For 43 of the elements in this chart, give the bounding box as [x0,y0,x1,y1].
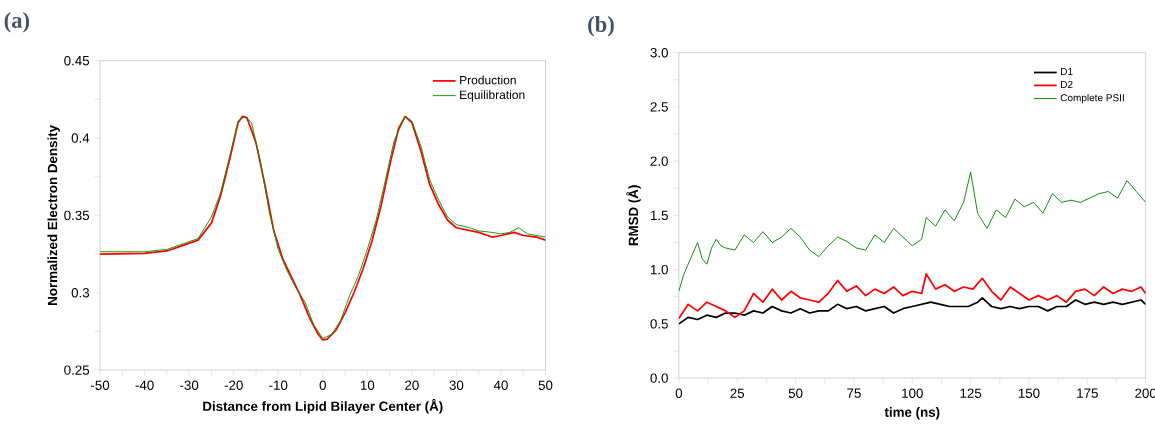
y-tick-label: 2.0 [650,156,668,166]
x-tick-label: 125 [960,388,982,398]
x-axis-title: Distance from Lipid Bilayer Center (Å) [203,399,443,414]
x-tick-label: 50 [788,388,803,398]
x-tick-label: 0 [675,388,683,398]
x-tick-label: 100 [902,388,923,398]
x-tick-label: 50 [538,380,553,390]
y-tick-label: 1.0 [650,264,668,275]
legend-label: D1 [1061,68,1073,75]
x-tick-label: 75 [847,388,861,398]
x-tick-label: -30 [180,380,199,390]
x-axis-title: time (ns) [884,407,940,420]
line-series [678,273,1146,320]
x-tick-label: 25 [730,388,745,398]
x-tick-label: 175 [1077,388,1098,398]
x-tick-label: -40 [135,380,154,390]
y-tick-label: 2.5 [650,102,668,112]
y-tick-label: 0.3 [71,287,90,298]
y-tick-label: 0.0 [650,373,668,383]
x-tick-label: 0 [319,380,326,390]
x-tick-label: -50 [90,380,110,390]
legend-label: Complete PSII [1060,93,1124,104]
x-tick-label: 30 [449,380,464,390]
y-tick-label: 0.45 [64,55,90,66]
y-tick-label: 1.5 [650,210,668,220]
y-tick-label: 0.25 [64,365,90,375]
chart-title: (b) [588,15,614,37]
y-tick-label: 0.35 [64,210,90,221]
x-tick-label: 150 [1018,388,1040,398]
y-axis-title: Normalized Electron Density [47,125,60,305]
legend-label: D2 [1061,80,1073,88]
y-axis-title: RMSD (Å) [626,185,641,246]
x-tick-label: 20 [405,380,419,390]
x-tick-label: 10 [360,380,375,390]
legend-label: Equilibration [460,90,525,102]
legend-label: Production [460,75,516,85]
x-tick-label: 40 [493,380,508,390]
y-tick-label: 3.0 [650,47,668,58]
x-tick-label: -20 [224,380,243,390]
y-tick-label: 0.5 [650,319,668,329]
x-tick-label: -10 [269,380,288,390]
y-tick-label: 0.4 [71,133,90,143]
chart-title: (a) [4,11,30,33]
